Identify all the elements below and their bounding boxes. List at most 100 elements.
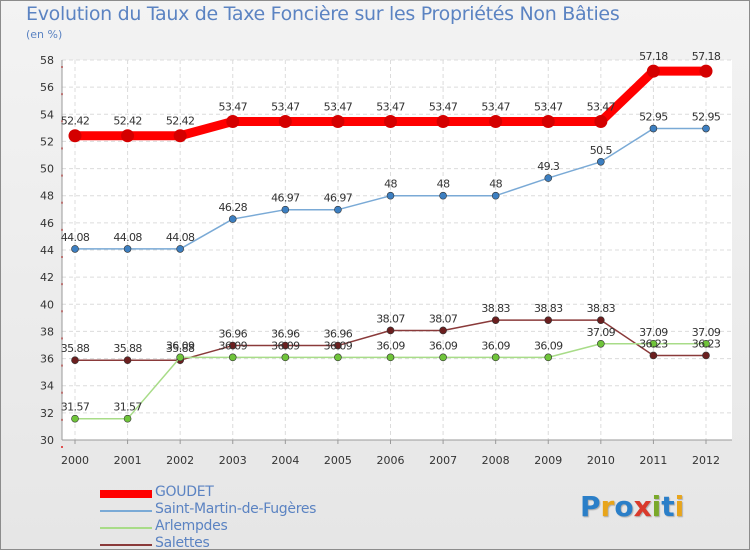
logo-letter: o bbox=[614, 490, 634, 523]
line-chart: 30 32 34 36 38 40 42 44 46 48 50 52 54 56 58 2000 2001 20… bbox=[40, 50, 732, 467]
data-point bbox=[702, 351, 710, 360]
x-tick-label: 2006 bbox=[377, 454, 405, 467]
data-label-saint-martin-de-fug-res: 44.08 bbox=[61, 231, 90, 244]
x-tick-label: 2005 bbox=[324, 454, 352, 467]
data-point bbox=[646, 64, 660, 78]
data-point bbox=[281, 341, 290, 350]
data-point bbox=[228, 341, 237, 350]
x-tick-label: 2011 bbox=[639, 454, 667, 467]
data-point bbox=[491, 191, 500, 200]
data-point bbox=[544, 316, 553, 324]
y-tick-label: 46 bbox=[40, 217, 54, 230]
data-point bbox=[334, 353, 342, 362]
legend-swatch bbox=[100, 490, 152, 498]
y-tick-label: 42 bbox=[40, 271, 54, 284]
data-label-saint-martin-de-fug-res: 48 bbox=[437, 178, 450, 191]
data-point bbox=[334, 341, 342, 350]
data-label-salettes: 36.96 bbox=[219, 328, 248, 341]
data-label-arlempdes: 37.09 bbox=[692, 326, 721, 339]
y-tick-label: 36 bbox=[40, 353, 54, 366]
data-label-arlempdes: 36.09 bbox=[481, 339, 510, 352]
data-label-saint-martin-de-fug-res: 44.08 bbox=[113, 231, 142, 244]
x-tick-label: 2009 bbox=[534, 454, 562, 467]
legend-label: Saint-Martin-de-Fugères bbox=[155, 501, 317, 517]
legend-label: Arlempdes bbox=[155, 518, 228, 534]
data-label-goudet: 53.47 bbox=[376, 100, 405, 113]
data-label-salettes: 36.23 bbox=[639, 337, 668, 350]
x-tick-label: 2003 bbox=[219, 454, 247, 467]
data-point bbox=[123, 356, 132, 365]
data-label-arlempdes: 31.57 bbox=[113, 401, 142, 414]
data-label-arlempdes: 36.09 bbox=[271, 339, 300, 352]
data-point bbox=[439, 326, 447, 335]
x-tick-label: 2002 bbox=[166, 454, 194, 467]
data-point bbox=[123, 245, 132, 253]
data-point bbox=[491, 353, 500, 362]
data-label-saint-martin-de-fug-res: 48 bbox=[384, 178, 397, 191]
y-tick-label: 54 bbox=[40, 108, 54, 121]
data-label-goudet: 57.18 bbox=[692, 50, 721, 63]
data-point bbox=[597, 316, 605, 324]
data-point bbox=[541, 114, 555, 128]
data-point bbox=[228, 215, 237, 223]
data-label-saint-martin-de-fug-res: 46.97 bbox=[271, 192, 300, 205]
data-point bbox=[489, 114, 503, 128]
data-point bbox=[71, 356, 79, 365]
y-tick-label: 40 bbox=[40, 298, 54, 311]
data-point bbox=[386, 353, 395, 362]
data-label-salettes: 35.88 bbox=[113, 342, 142, 355]
x-tick-label: 2008 bbox=[482, 454, 510, 467]
logo-letter: x bbox=[633, 490, 652, 523]
logo-letter: i bbox=[651, 490, 662, 523]
data-point bbox=[544, 353, 553, 362]
data-label-saint-martin-de-fug-res: 46.97 bbox=[324, 192, 353, 205]
y-tick-label: 34 bbox=[40, 380, 54, 393]
data-label-saint-martin-de-fug-res: 44.08 bbox=[166, 231, 195, 244]
y-tick-label: 32 bbox=[40, 407, 54, 420]
data-point bbox=[384, 114, 397, 128]
data-point bbox=[71, 245, 79, 253]
data-label-salettes: 38.07 bbox=[376, 312, 405, 325]
data-point bbox=[439, 191, 447, 200]
data-label-saint-martin-de-fug-res: 46.28 bbox=[219, 201, 248, 214]
legend-swatch bbox=[100, 544, 152, 546]
data-point bbox=[278, 114, 292, 128]
data-point bbox=[281, 205, 290, 214]
y-tick-label: 52 bbox=[40, 135, 54, 148]
data-point bbox=[702, 339, 710, 348]
x-tick-label: 2000 bbox=[61, 454, 89, 467]
y-tick-label: 30 bbox=[40, 434, 54, 447]
data-point bbox=[386, 326, 395, 335]
data-label-salettes: 36.23 bbox=[692, 337, 721, 350]
x-tick-label: 2012 bbox=[692, 454, 720, 467]
legend-label: GOUDET bbox=[155, 484, 214, 500]
data-label-salettes: 38.83 bbox=[481, 302, 510, 315]
logo-letter: i bbox=[674, 490, 685, 523]
data-label-salettes: 38.83 bbox=[587, 302, 616, 315]
series-goudet bbox=[68, 64, 713, 143]
data-label-arlempdes: 36.09 bbox=[324, 339, 353, 352]
data-point bbox=[491, 316, 500, 324]
logo-letter: P bbox=[580, 490, 601, 523]
data-label-saint-martin-de-fug-res: 49.3 bbox=[537, 160, 560, 173]
data-point bbox=[597, 157, 605, 166]
data-point bbox=[699, 64, 713, 78]
legend-swatch bbox=[100, 510, 152, 512]
data-label-goudet: 52.42 bbox=[113, 115, 142, 128]
data-label-salettes: 35.88 bbox=[166, 342, 195, 355]
data-label-arlempdes: 36.09 bbox=[429, 339, 458, 352]
y-tick-label: 50 bbox=[40, 163, 54, 176]
data-point bbox=[649, 351, 658, 360]
y-tick-label: 38 bbox=[40, 325, 54, 338]
data-point bbox=[281, 353, 290, 362]
data-label-saint-martin-de-fug-res: 48 bbox=[489, 178, 502, 191]
data-label-saint-martin-de-fug-res: 52.95 bbox=[692, 111, 721, 124]
proxiti-logo: Proxiti bbox=[580, 490, 684, 523]
data-point bbox=[436, 114, 450, 128]
logo-letter: t bbox=[661, 490, 675, 523]
y-tick-label: 48 bbox=[40, 190, 54, 203]
data-label-goudet: 53.47 bbox=[324, 100, 353, 113]
data-label-salettes: 36.96 bbox=[324, 328, 353, 341]
data-point bbox=[173, 129, 187, 143]
data-label-goudet: 53.47 bbox=[271, 100, 300, 113]
